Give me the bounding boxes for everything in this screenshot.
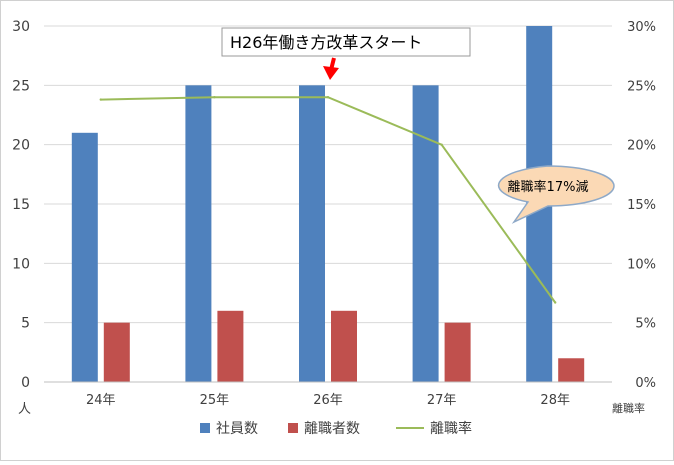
right-tick-label: 0%	[635, 376, 656, 391]
event-arrow-icon	[323, 57, 339, 80]
left-axis-unit: 人	[18, 402, 31, 417]
x-tick-label: 28年	[540, 393, 570, 408]
left-tick-label: 0	[21, 375, 30, 391]
bar-leavers	[558, 358, 585, 382]
event-annotation-box	[221, 27, 471, 57]
right-tick-label: 5%	[635, 317, 656, 332]
left-tick-label: 25	[12, 78, 30, 94]
legend-swatch-leavers	[288, 423, 298, 433]
right-axis-unit: 離職率	[612, 401, 645, 415]
right-tick-label: 10%	[627, 257, 656, 272]
right-tick-label: 30%	[627, 20, 656, 35]
bar-employees	[299, 85, 325, 382]
x-tick-label: 27年	[427, 393, 457, 408]
legend-label-rate: 離職率	[430, 420, 472, 437]
bar-employees	[71, 132, 98, 382]
callout-bubble: 離職率17%減	[497, 165, 615, 224]
legend-item-leavers: 離職者数	[288, 420, 360, 437]
bar-leavers	[331, 310, 357, 382]
x-tick-label: 25年	[200, 393, 230, 408]
callout-text: 離職率17%減	[508, 179, 589, 195]
line-point	[554, 301, 557, 304]
line-point	[326, 96, 330, 99]
line-point	[440, 143, 443, 146]
left-tick-label: 15	[12, 197, 30, 213]
legend-item-rate: 離職率	[396, 420, 472, 437]
right-tick-label: 20%	[627, 139, 656, 154]
left-tick-label: 20	[12, 138, 30, 154]
bar-employees	[412, 85, 439, 382]
bar-employees	[185, 85, 212, 382]
bar-leavers	[217, 310, 244, 382]
left-tick-label: 30	[12, 19, 30, 35]
legend-item-employees: 社員数	[200, 421, 258, 437]
left-tick-label: 5	[21, 316, 30, 332]
line-point	[99, 98, 103, 101]
event-annotation-text: H26年働き方改革スタート	[230, 33, 422, 52]
right-tick-label: 25%	[627, 79, 656, 94]
legend-swatch-employees	[200, 423, 210, 433]
event-annotation: H26年働き方改革スタート	[221, 27, 471, 80]
x-tick-label: 24年	[86, 393, 116, 408]
callout-shape	[497, 165, 615, 224]
right-tick-label: 15%	[627, 198, 656, 213]
event-arrow-head	[323, 66, 339, 80]
bar-leavers	[444, 322, 471, 382]
x-tick-label: 26年	[313, 393, 343, 408]
left-tick-label: 10	[12, 256, 30, 272]
legend: 社員数 離職者数 離職率	[200, 420, 472, 437]
legend-label-employees: 社員数	[216, 421, 258, 437]
line-point	[213, 96, 216, 99]
bar-leavers	[103, 322, 130, 382]
legend-label-leavers: 離職者数	[304, 420, 360, 437]
